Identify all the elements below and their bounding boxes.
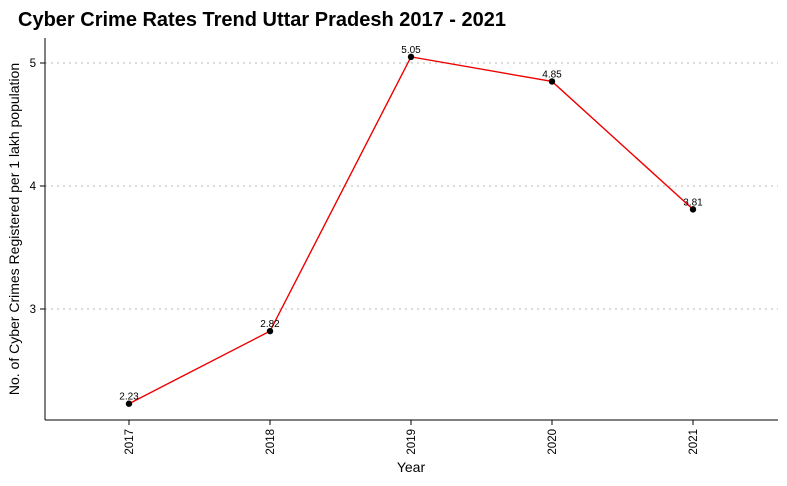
data-point-2018 [266, 327, 274, 335]
data-point-2020 [548, 78, 556, 85]
grid-lines [45, 62, 778, 310]
y-tick-label-5: 5 [30, 58, 36, 70]
x-tick-label-2018: 2018 [265, 429, 277, 455]
data-point-2017 [125, 400, 133, 407]
chart-title: Cyber Crime Rates Trend Uttar Pradesh 20… [18, 9, 506, 31]
data-point-2019 [407, 53, 415, 61]
data-label-2017: 2.23 [119, 392, 139, 403]
y-ticks: 3 4 5 [30, 58, 45, 316]
x-ticks: 2017 2018 2019 2020 2021 [124, 420, 700, 455]
data-label-2021: 3.81 [683, 197, 703, 208]
data-label-2018: 2.82 [260, 319, 280, 330]
y-tick-label-3: 3 [30, 304, 36, 316]
data-point-2021 [689, 206, 697, 213]
y-axis-label: No. of Cyber Crimes Registered per 1 lak… [6, 63, 22, 395]
y-tick-label-4: 4 [30, 181, 37, 193]
series: 2.23 2.82 5.05 4.85 3.81 [119, 45, 703, 407]
x-tick-label-2017: 2017 [124, 429, 136, 455]
x-tick-label-2020: 2020 [547, 429, 559, 455]
data-label-2019: 5.05 [401, 45, 421, 56]
x-axis-label: Year [397, 459, 426, 475]
x-tick-label-2019: 2019 [406, 429, 418, 455]
x-tick-label-2021: 2021 [688, 429, 700, 455]
data-label-2020: 4.85 [542, 69, 562, 80]
